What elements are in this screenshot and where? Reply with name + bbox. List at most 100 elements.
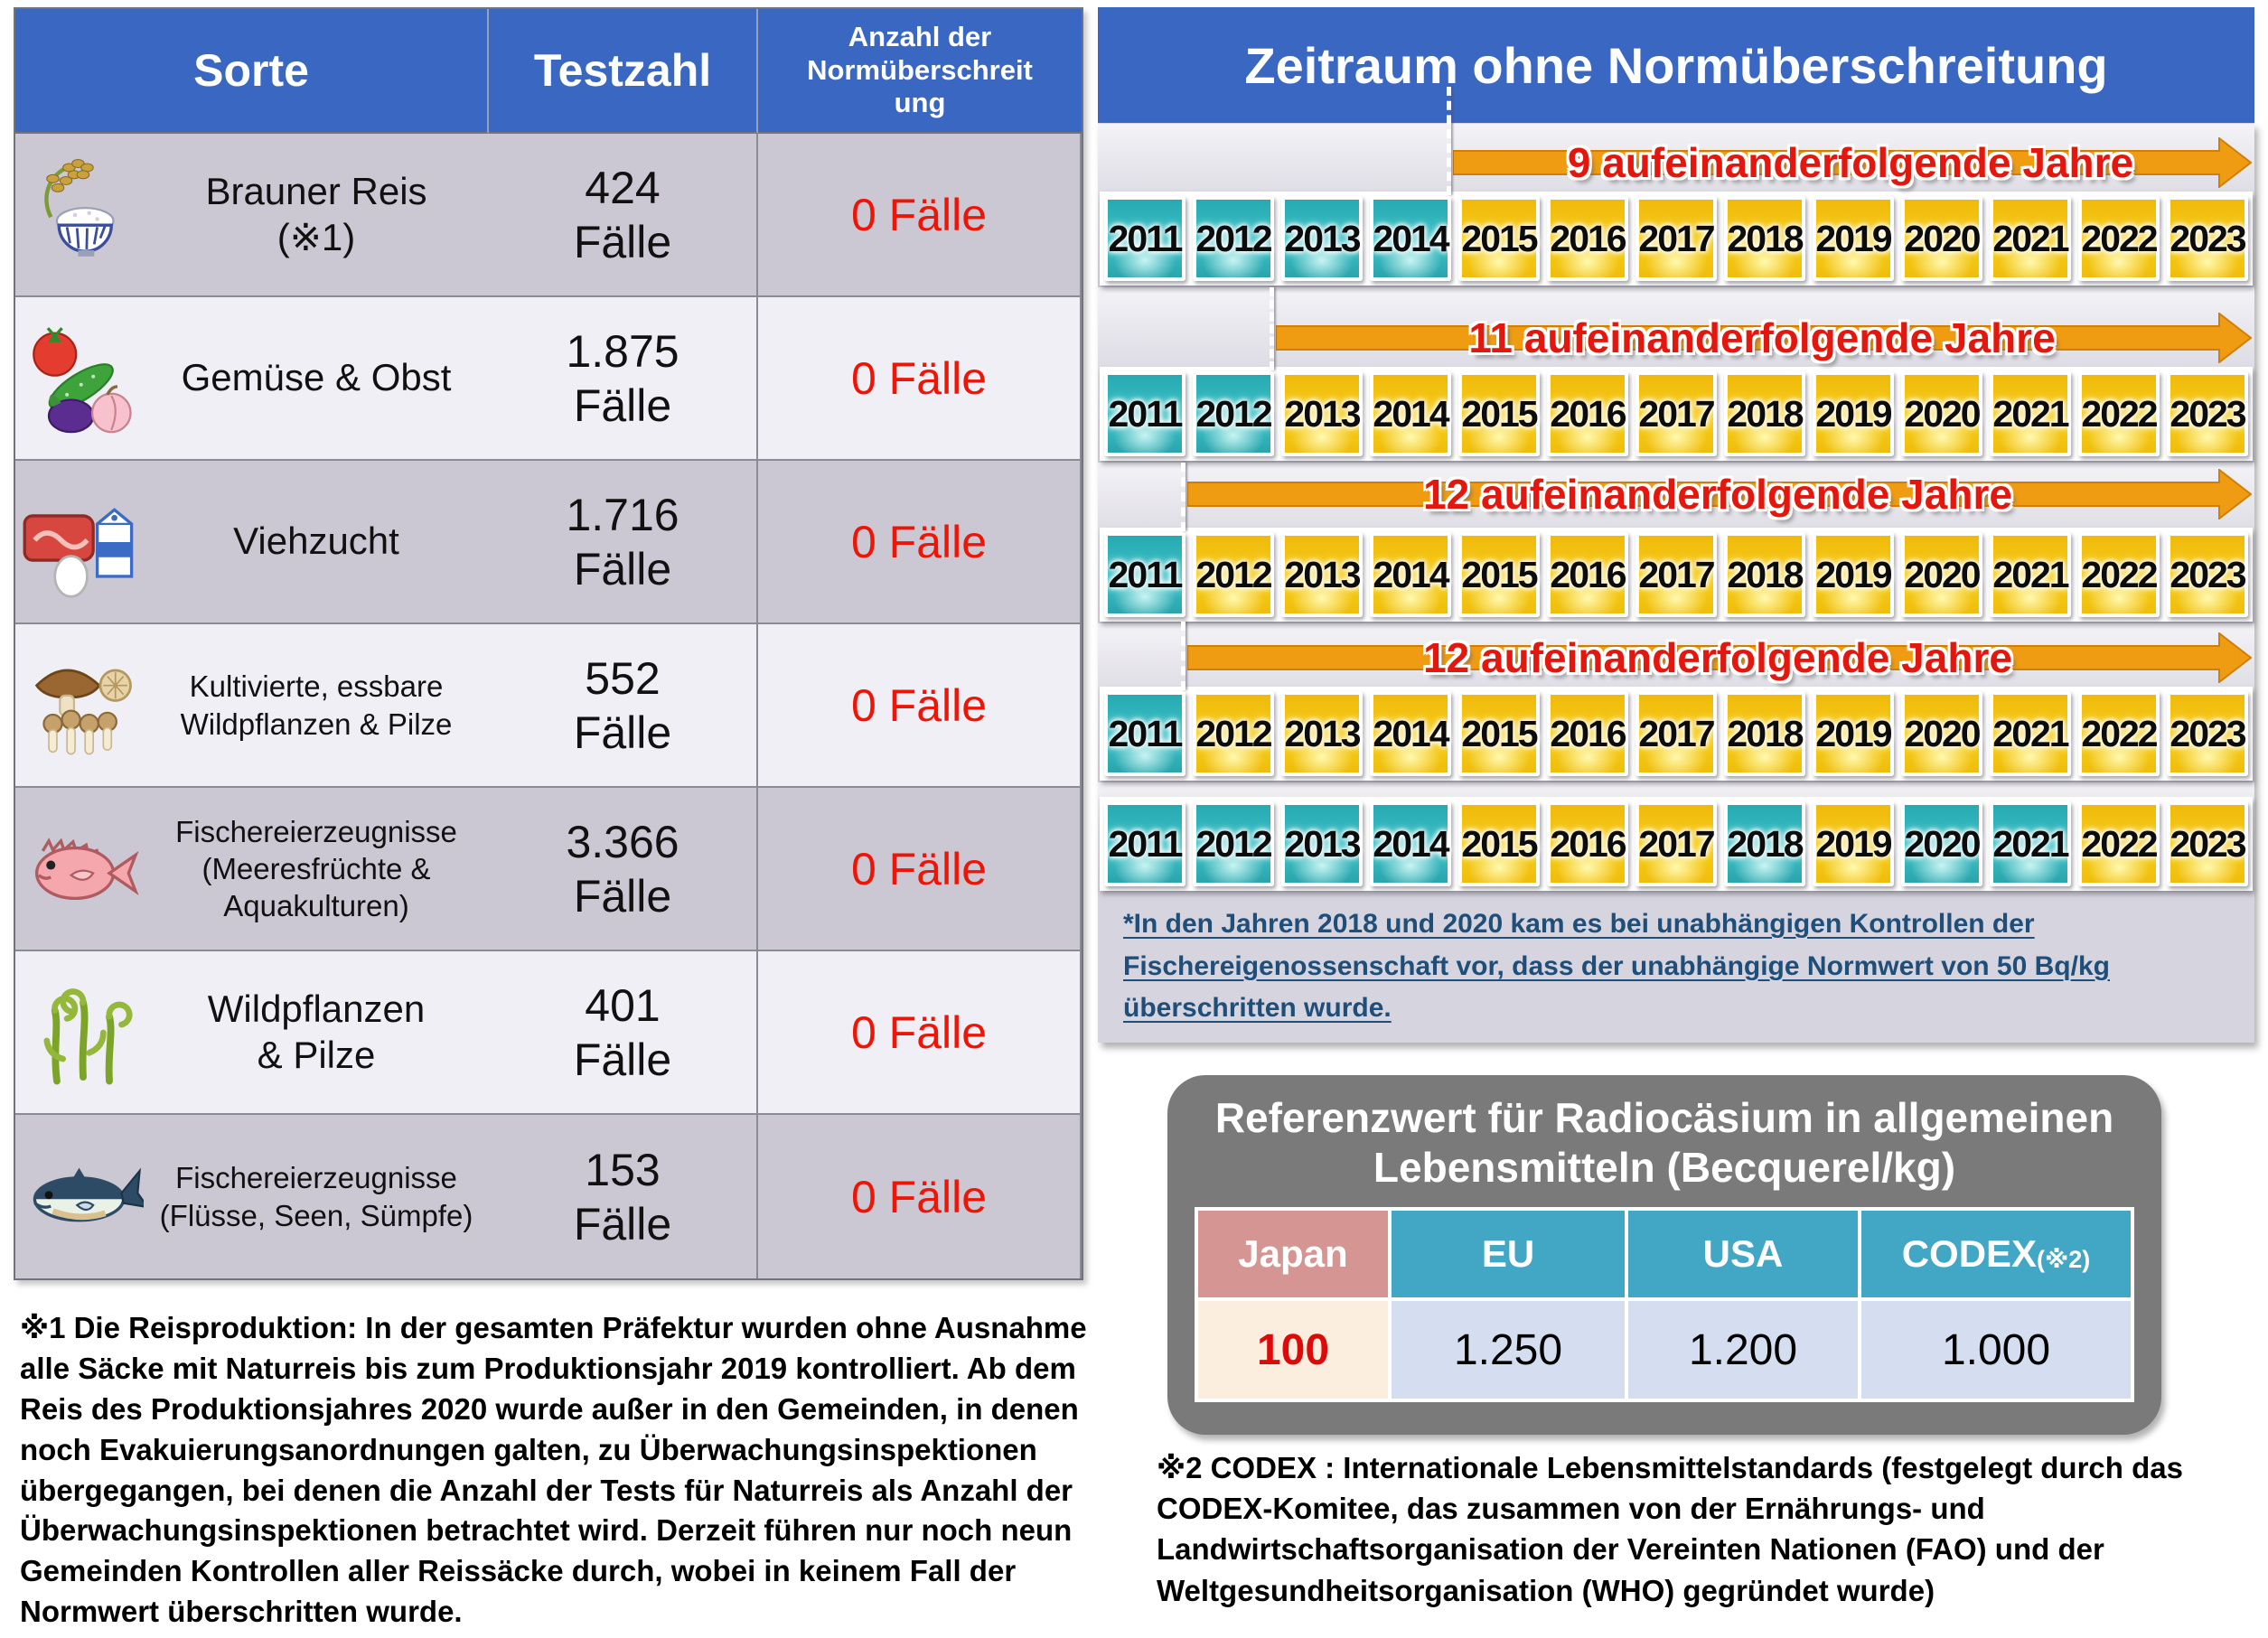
year-chip-2020: 2020 <box>1901 196 1982 281</box>
test-count-cell: 424 Fälle <box>489 134 758 297</box>
year-chip-label: 2020 <box>1904 553 1981 595</box>
year-chip-label: 2022 <box>2081 553 2158 595</box>
year-chip-2015: 2015 <box>1458 801 1540 886</box>
year-chip-2013: 2013 <box>1281 801 1363 886</box>
year-chip-2011: 2011 <box>1104 532 1186 617</box>
timeline-arrow-caption: 9 aufeinanderfolgende Jahre <box>1567 139 2134 186</box>
codex-footnote: ※2 CODEX : Internationale Lebensmittelst… <box>1157 1451 2183 1607</box>
food-test-table: Sorte Testzahl Anzahl der Normüberschreit … <box>14 7 1083 1280</box>
reference-header-eu: EU <box>1392 1211 1625 1298</box>
year-strip: 2011 2012 2013 2014 2015 2016 2017 2018 2019 2020… <box>1100 687 2253 781</box>
year-chip-label: 2022 <box>2081 822 2158 865</box>
year-chip-2014: 2014 <box>1370 532 1451 617</box>
year-chip-2012: 2012 <box>1193 691 1274 776</box>
reference-header-japan: Japan <box>1198 1211 1388 1298</box>
year-chip-2023: 2023 <box>2167 532 2248 617</box>
year-chip-label: 2012 <box>1195 553 1272 595</box>
year-chip-2016: 2016 <box>1547 371 1628 456</box>
sea-fish-icon <box>23 800 144 938</box>
year-chip-label: 2015 <box>1461 822 1538 865</box>
year-chip-label: 2017 <box>1638 392 1715 435</box>
year-chip-2011: 2011 <box>1104 691 1186 776</box>
timeline-dash-marker <box>1181 622 1186 690</box>
reference-header-label: Japan <box>1238 1232 1348 1276</box>
year-chip-label: 2017 <box>1638 822 1715 865</box>
reference-title: Referenzwert für Radiocäsium in allgemei… <box>1214 1094 2114 1192</box>
year-strip: 2011 2012 2013 2014 2015 2016 2017 2018 2019 2020… <box>1100 367 2253 461</box>
timeline-arrow <box>1452 136 2253 190</box>
year-chip-2017: 2017 <box>1635 691 1717 776</box>
year-chip-label: 2012 <box>1195 822 1272 865</box>
column-header-label: Sorte <box>193 45 309 96</box>
year-chip-label: 2018 <box>1727 392 1804 435</box>
year-chip-2018: 2018 <box>1724 801 1805 886</box>
reference-value-label: 1.250 <box>1453 1325 1563 1374</box>
year-chip-2011: 2011 <box>1104 801 1186 886</box>
year-chip-2023: 2023 <box>2167 196 2248 281</box>
reference-value-label: 1.200 <box>1688 1325 1798 1374</box>
year-chip-2016: 2016 <box>1547 691 1628 776</box>
year-chip-2012: 2012 <box>1193 532 1274 617</box>
year-chip-label: 2017 <box>1638 553 1715 595</box>
timeline-title-bar: Zeitraum ohne Normüberschreitung <box>1098 7 2254 123</box>
test-count-cell: 1.716 Fälle <box>489 461 758 624</box>
year-chip-label: 2021 <box>1992 553 2069 595</box>
reference-value-codex: 1.000 <box>1861 1301 2131 1399</box>
food-category-cell: Viehzucht <box>15 461 489 624</box>
year-chip-label: 2023 <box>2170 822 2246 865</box>
timeline-dash-marker <box>1270 287 1274 370</box>
reference-value-label: 1.000 <box>1941 1325 2051 1374</box>
year-chip-2014: 2014 <box>1370 371 1451 456</box>
timeline-arrow <box>1275 311 2253 365</box>
year-chip-2022: 2022 <box>2078 371 2160 456</box>
year-chip-2019: 2019 <box>1813 532 1894 617</box>
reference-value-eu: 1.250 <box>1392 1301 1625 1399</box>
column-header-testzahl: Testzahl <box>489 9 758 134</box>
year-chip-label: 2013 <box>1284 217 1361 259</box>
reference-header-codex: CODEX (※2) <box>1861 1211 2131 1298</box>
timeline-arrow-caption: 12 aufeinanderfolgende Jahre <box>1423 634 2012 681</box>
year-chip-2018: 2018 <box>1724 532 1805 617</box>
livestock-icon <box>23 473 144 611</box>
year-chip-2019: 2019 <box>1813 196 1894 281</box>
reference-header-suffix: (※2) <box>2037 1245 2091 1273</box>
year-chip-label: 2019 <box>1815 822 1892 865</box>
food-category-cell: Gemüse & Obst <box>15 297 489 461</box>
year-chip-2022: 2022 <box>2078 801 2160 886</box>
year-chip-2020: 2020 <box>1901 801 1982 886</box>
year-chip-2021: 2021 <box>1990 691 2071 776</box>
year-chip-label: 2012 <box>1195 392 1272 435</box>
rice-bowl-icon <box>23 146 144 284</box>
exceedance-value: 0 Fälle <box>850 1171 988 1222</box>
rice-footnote: ※1 Die Reisproduktion: In der gesamten P… <box>20 1311 1087 1629</box>
vegetables-fruit-icon <box>23 310 144 447</box>
test-count-cell: 552 Fälle <box>489 624 758 788</box>
food-category-cell: Fischereierzeugnisse (Flüsse, Seen, Sümp… <box>15 1115 489 1278</box>
year-chip-label: 2018 <box>1727 822 1804 865</box>
reference-header-usa: USA <box>1628 1211 1858 1298</box>
year-chip-2016: 2016 <box>1547 532 1628 617</box>
year-chip-2018: 2018 <box>1724 691 1805 776</box>
year-chip-label: 2020 <box>1904 822 1981 865</box>
year-chip-label: 2018 <box>1727 217 1804 259</box>
year-chip-label: 2017 <box>1638 217 1715 259</box>
year-chip-2011: 2011 <box>1104 196 1186 281</box>
year-chip-label: 2019 <box>1815 217 1892 259</box>
exceedance-value: 0 Fälle <box>850 189 988 240</box>
test-count-value: 3.366 Fälle <box>566 816 679 922</box>
year-chip-label: 2023 <box>2170 392 2246 435</box>
exceedance-cell: 0 Fälle <box>758 951 1082 1115</box>
year-chip-2021: 2021 <box>1990 196 2071 281</box>
exceedance-cell: 0 Fälle <box>758 461 1082 624</box>
year-chip-label: 2011 <box>1108 392 1184 435</box>
timeline-dash-marker <box>1447 87 1451 195</box>
year-chip-label: 2018 <box>1727 712 1804 754</box>
year-chip-label: 2021 <box>1992 392 2069 435</box>
year-chip-label: 2012 <box>1195 712 1272 754</box>
year-chip-label: 2016 <box>1550 392 1626 435</box>
year-chip-2019: 2019 <box>1813 801 1894 886</box>
year-chip-label: 2013 <box>1284 712 1361 754</box>
year-chip-2015: 2015 <box>1458 371 1540 456</box>
wild-plants-icon <box>23 964 144 1101</box>
test-count-value: 1.716 Fälle <box>566 489 679 594</box>
